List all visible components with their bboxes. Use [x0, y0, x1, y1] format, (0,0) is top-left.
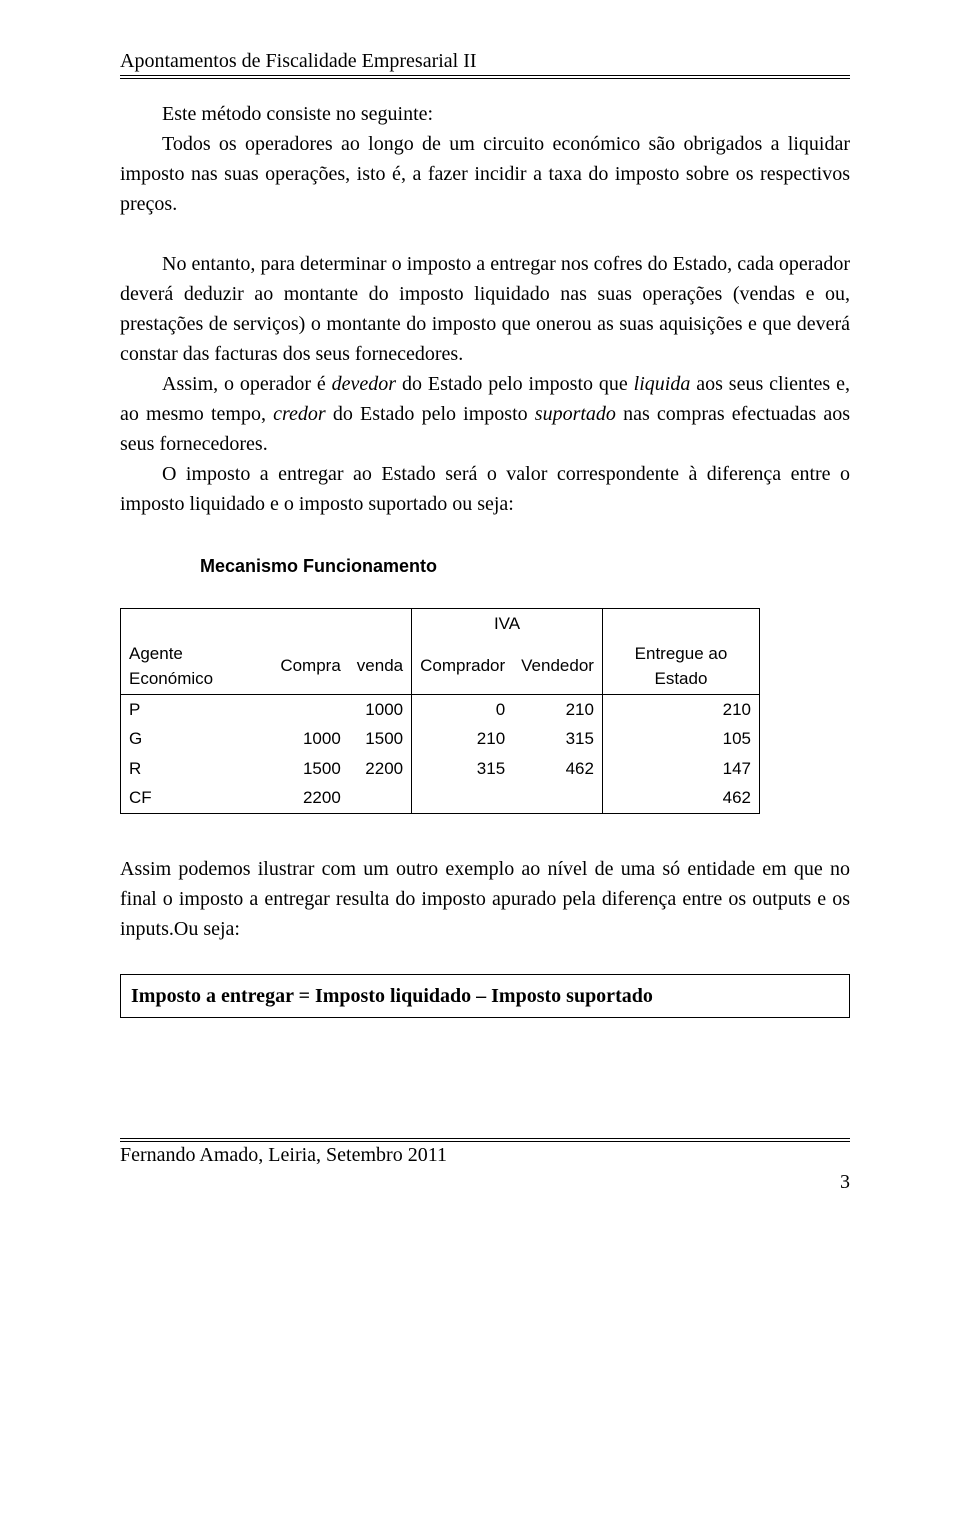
col-iva: IVA — [412, 609, 603, 639]
hdr-compra: Compra — [272, 639, 348, 695]
footer-author: Fernando Amado, Leiria, Setembro 2011 — [120, 1144, 850, 1167]
body-content: Este método consiste no seguinte: Todos … — [120, 99, 850, 1018]
section-heading: Mecanismo Funcionamento — [200, 553, 850, 580]
page-number: 3 — [120, 1171, 850, 1194]
iva-table: IVA Agente Económico Compra venda Compra… — [120, 608, 760, 814]
footer-rule-2 — [120, 1141, 850, 1142]
hdr-venda: venda — [349, 639, 412, 695]
footer-rule-1 — [120, 1138, 850, 1139]
para-1: Este método consiste no seguinte: — [120, 99, 850, 129]
p4-c: do Estado pelo imposto que — [396, 373, 634, 395]
para-3: No entanto, para determinar o imposto a … — [120, 249, 850, 369]
p4-d: liquida — [634, 373, 691, 395]
p4-h: suportado — [535, 403, 616, 425]
hdr-entregue: Entregue ao Estado — [602, 639, 759, 695]
table-row: CF 2200 462 — [121, 783, 760, 813]
para-2: Todos os operadores ao longo de um circu… — [120, 129, 850, 219]
hdr-agente: Agente Económico — [121, 639, 273, 695]
para-4: Assim, o operador é devedor do Estado pe… — [120, 369, 850, 459]
p4-a: Assim, o operador é — [162, 373, 332, 395]
p4-g: do Estado pelo imposto — [326, 403, 535, 425]
formula-box: Imposto a entregar = Imposto liquidado –… — [120, 974, 850, 1018]
header-rule-1 — [120, 75, 850, 76]
p4-b: devedor — [332, 373, 396, 395]
table-row: P 1000 0 210 210 — [121, 694, 760, 724]
table-row: R 1500 2200 315 462 147 — [121, 754, 760, 784]
p4-f: credor — [273, 403, 326, 425]
table-row: G 1000 1500 210 315 105 — [121, 724, 760, 754]
para-5: O imposto a entregar ao Estado será o va… — [120, 459, 850, 519]
page-footer: Fernando Amado, Leiria, Setembro 2011 3 — [120, 1138, 850, 1194]
header-rule-2 — [120, 78, 850, 79]
doc-header-title: Apontamentos de Fiscalidade Empresarial … — [120, 50, 850, 73]
hdr-comprador: Comprador — [412, 639, 514, 695]
hdr-vendedor: Vendedor — [513, 639, 602, 695]
para-6: Assim podemos ilustrar com um outro exem… — [120, 854, 850, 944]
